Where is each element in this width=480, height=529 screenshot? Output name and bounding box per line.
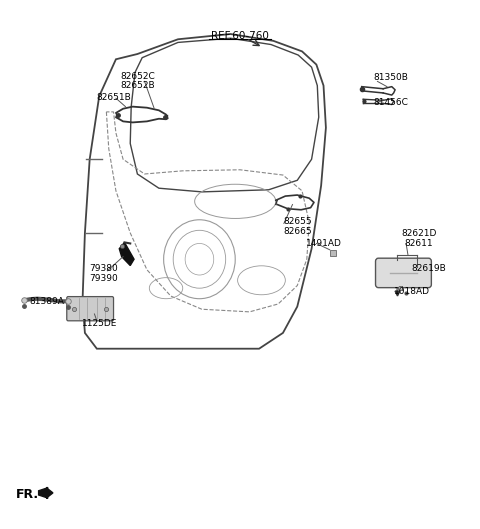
FancyBboxPatch shape <box>375 258 432 288</box>
Text: 81389A: 81389A <box>29 297 64 306</box>
Text: 82651B: 82651B <box>96 93 131 102</box>
Text: 82621D: 82621D <box>401 230 437 239</box>
Text: FR.: FR. <box>16 488 39 501</box>
Polygon shape <box>119 242 134 266</box>
Text: 82655: 82655 <box>283 217 312 226</box>
Text: 82665: 82665 <box>283 227 312 236</box>
Text: 1491AD: 1491AD <box>306 239 341 248</box>
Text: 1018AD: 1018AD <box>394 287 430 296</box>
Text: 82652C: 82652C <box>120 71 155 80</box>
Polygon shape <box>38 488 53 498</box>
Text: 82619B: 82619B <box>411 264 446 273</box>
Text: 79380: 79380 <box>90 264 119 273</box>
Text: 81456C: 81456C <box>373 98 408 107</box>
Text: REF.60-760: REF.60-760 <box>211 31 269 41</box>
Text: 82652B: 82652B <box>120 81 155 90</box>
Text: 82611: 82611 <box>405 239 433 248</box>
FancyBboxPatch shape <box>67 297 114 321</box>
Text: 81350B: 81350B <box>373 73 408 82</box>
Text: 1125DE: 1125DE <box>82 319 117 328</box>
Text: 79390: 79390 <box>90 273 119 282</box>
